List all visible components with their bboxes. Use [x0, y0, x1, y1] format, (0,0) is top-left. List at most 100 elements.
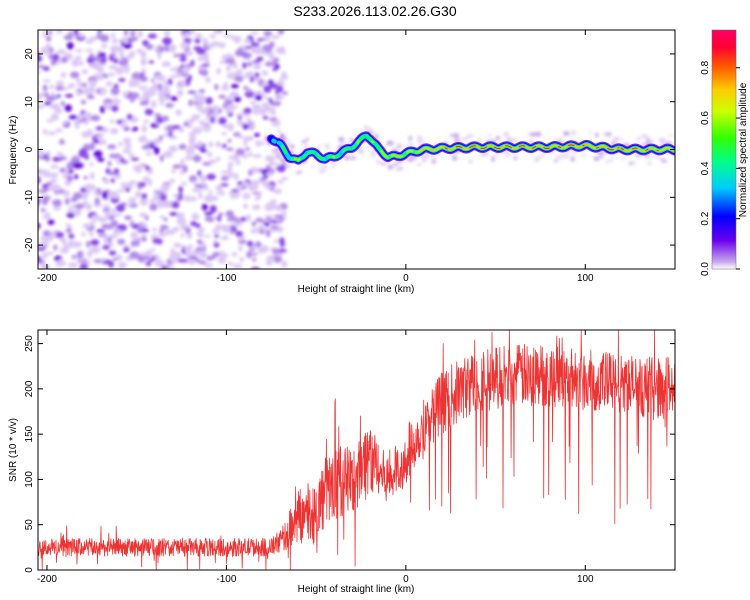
noise-blob — [598, 151, 603, 157]
noise-blob — [109, 153, 116, 159]
noise-blob — [191, 212, 200, 221]
noise-blob — [226, 72, 236, 80]
noise-blob — [205, 115, 210, 122]
spectrogram-noise-field — [32, 30, 675, 269]
noise-blob — [107, 161, 112, 167]
noise-blob — [661, 159, 668, 163]
noise-blob — [276, 180, 284, 184]
noise-blob — [167, 78, 173, 86]
colorbar: 0.0 0.2 0.4 0.6 0.8 Normalized spectral ampl… — [700, 29, 749, 276]
noise-blob — [117, 238, 126, 245]
noise-blob — [269, 41, 275, 48]
noise-blob — [621, 156, 626, 160]
noise-blob — [50, 113, 59, 121]
noise-blob — [191, 180, 197, 184]
noise-blob — [117, 49, 125, 54]
noise-blob — [103, 234, 109, 243]
ridge-band — [371, 140, 375, 144]
noise-blob — [32, 32, 38, 36]
ridge-band — [306, 150, 313, 155]
noise-blob — [111, 38, 119, 43]
noise-blob — [488, 133, 493, 137]
noise-blob — [269, 83, 279, 89]
noise-blob — [221, 132, 227, 136]
ridge-band — [429, 148, 439, 152]
noise-blob — [199, 120, 206, 127]
noise-blob — [107, 144, 117, 150]
noise-blob — [91, 214, 101, 221]
noise-blob — [647, 161, 652, 166]
noise-blob — [208, 141, 214, 148]
noise-blob — [268, 97, 273, 103]
noise-blob — [187, 74, 192, 82]
noise-blob — [178, 143, 187, 150]
noise-blob — [243, 86, 249, 90]
noise-blob — [276, 129, 281, 133]
noise-blob — [116, 119, 123, 125]
noise-blob — [117, 262, 128, 267]
noise-blob — [200, 70, 209, 76]
noise-blob — [194, 183, 203, 188]
noise-blob — [71, 254, 77, 260]
noise-blob — [396, 143, 403, 147]
noise-blob — [154, 262, 164, 267]
noise-blob — [73, 30, 79, 36]
noise-blob — [598, 155, 605, 159]
noise-blob — [38, 223, 41, 230]
noise-blob — [287, 140, 291, 146]
ridge-band — [568, 144, 575, 147]
noise-blob — [100, 105, 105, 114]
ridge-band — [341, 146, 352, 153]
y-tick-label: 10 — [24, 96, 35, 108]
noise-blob — [179, 80, 187, 86]
noise-blob — [60, 56, 68, 63]
noise-blob — [217, 215, 222, 222]
noise-blob — [349, 156, 357, 160]
noise-blob — [111, 208, 116, 214]
noise-blob — [128, 197, 137, 205]
noise-blob — [110, 32, 116, 38]
noise-blob — [380, 162, 387, 166]
noise-blob — [111, 213, 122, 217]
noise-blob — [105, 168, 111, 175]
noise-blob — [205, 97, 213, 105]
noise-blob — [189, 30, 195, 35]
noise-blob — [110, 220, 119, 228]
noise-blob — [83, 176, 88, 180]
noise-blob — [76, 77, 81, 83]
noise-blob — [189, 196, 197, 202]
noise-blob — [510, 138, 517, 144]
noise-blob — [196, 230, 204, 237]
noise-blob — [386, 140, 394, 146]
noise-blob — [241, 185, 246, 190]
noise-blob — [261, 81, 270, 85]
noise-blob — [142, 233, 147, 239]
noise-blob — [124, 215, 132, 220]
noise-blob — [158, 232, 167, 238]
noise-blob — [275, 47, 284, 54]
noise-blob — [118, 78, 126, 82]
noise-blob — [261, 70, 269, 76]
noise-blob — [38, 255, 42, 262]
noise-blob — [261, 37, 266, 41]
noise-blob — [252, 204, 261, 211]
noise-blob — [230, 216, 238, 220]
noise-blob — [170, 96, 178, 102]
noise-blob — [102, 245, 111, 250]
noise-blob — [141, 124, 147, 133]
noise-blob — [206, 173, 216, 180]
noise-blob — [110, 87, 120, 96]
noise-blob — [115, 229, 122, 234]
noise-blob — [72, 210, 79, 216]
noise-blob — [67, 206, 73, 214]
noise-blob — [204, 212, 213, 216]
noise-blob — [254, 62, 261, 69]
noise-blob — [74, 48, 84, 53]
noise-blob — [491, 155, 498, 158]
noise-blob — [84, 183, 95, 189]
noise-blob — [165, 103, 174, 108]
noise-blob — [159, 87, 170, 91]
noise-blob — [436, 153, 442, 157]
noise-blob — [56, 151, 62, 156]
noise-blob — [129, 30, 137, 33]
